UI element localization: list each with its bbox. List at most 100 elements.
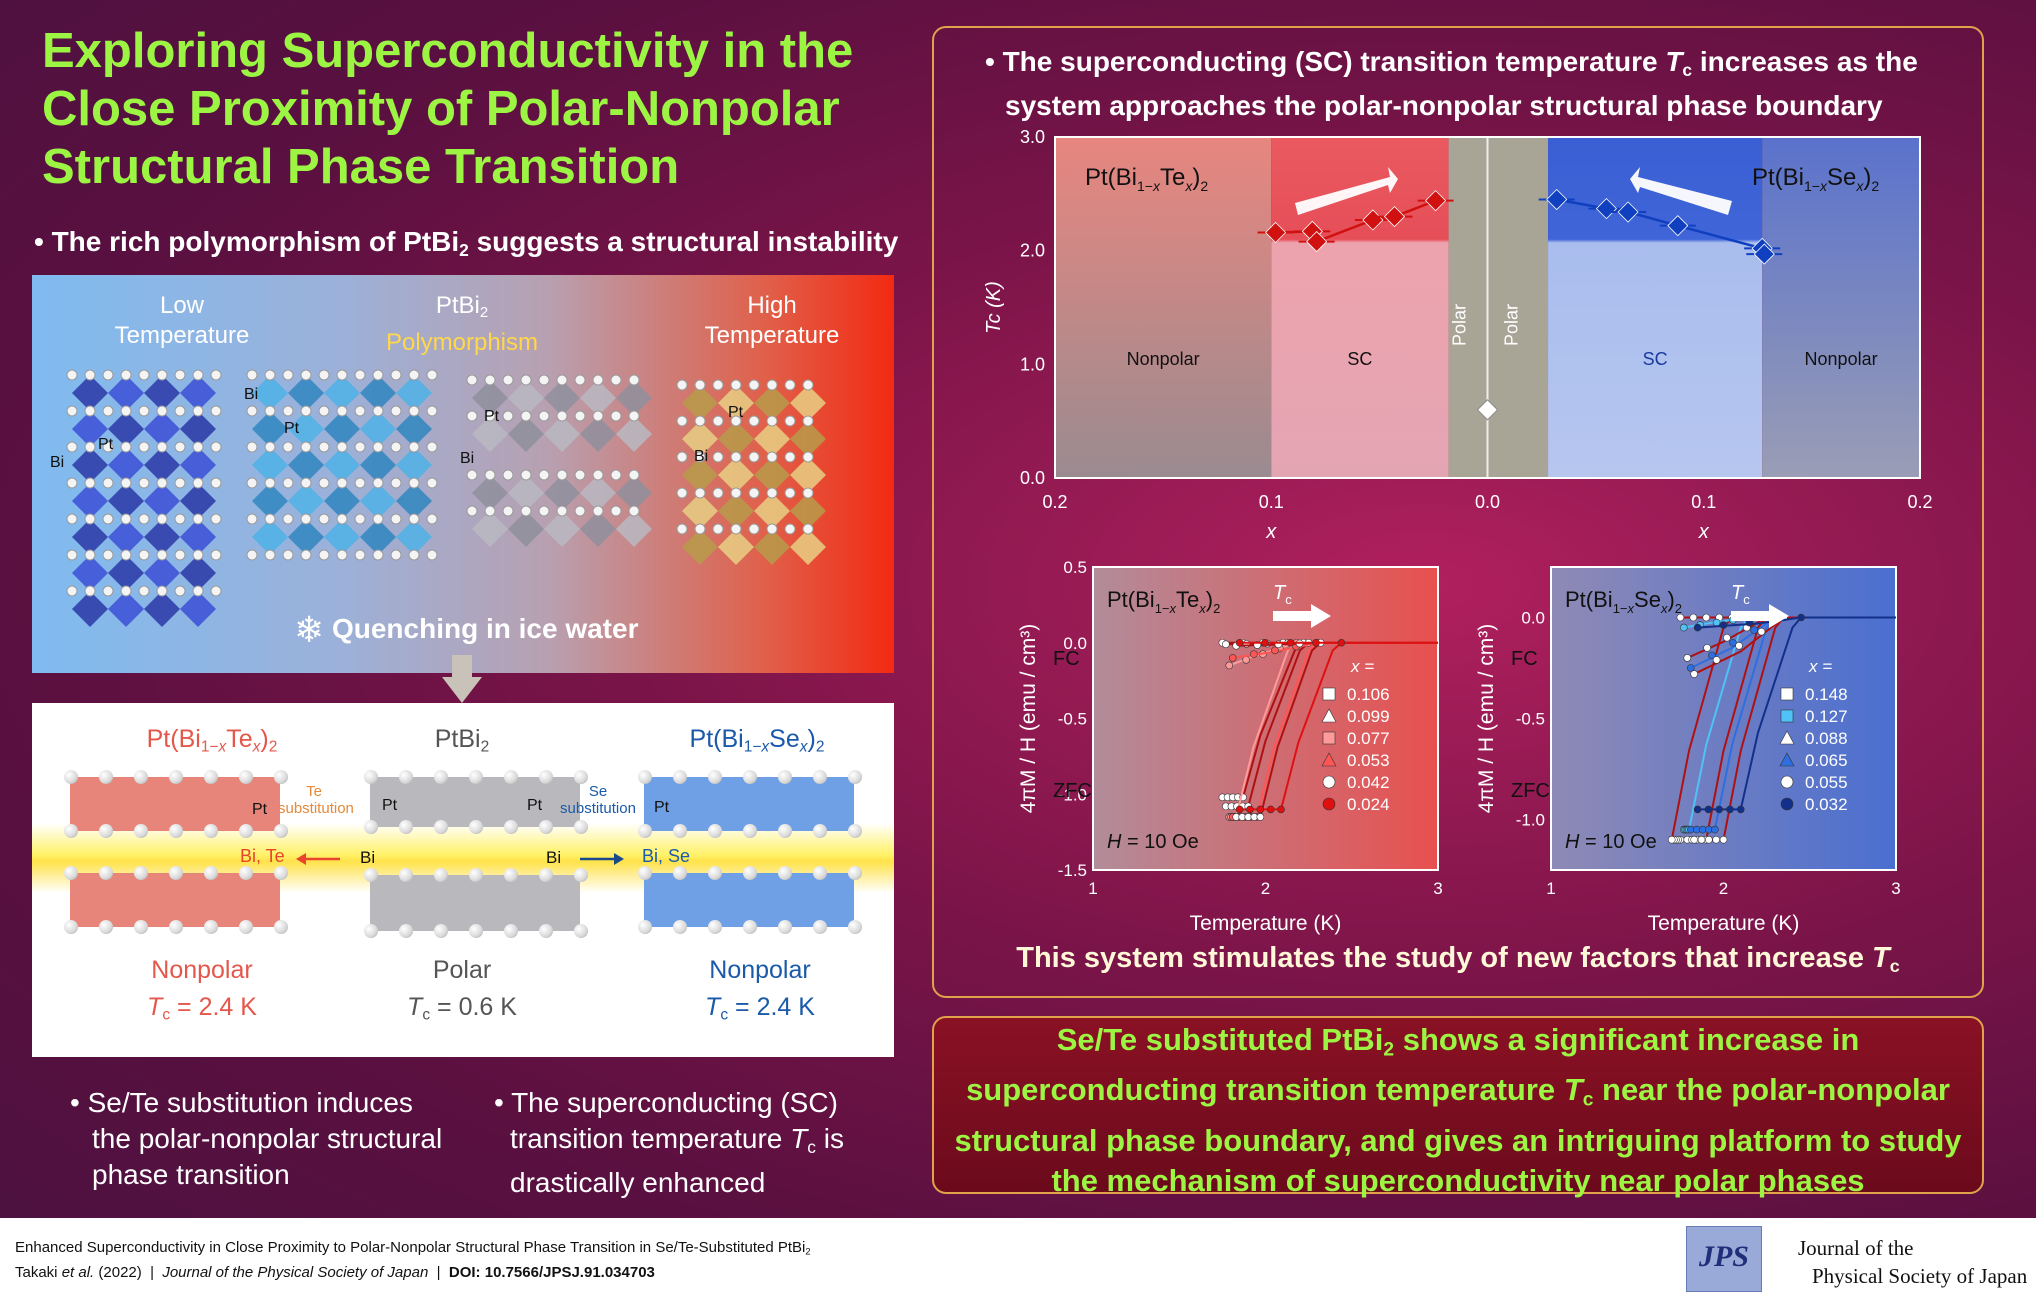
atom <box>778 824 792 838</box>
sc-region <box>1548 137 1763 478</box>
polyhedron <box>108 375 144 411</box>
legend-marker <box>1780 687 1794 701</box>
atom <box>743 770 757 784</box>
atom <box>300 513 312 525</box>
data-point <box>1222 640 1230 649</box>
data-point <box>1686 664 1695 672</box>
x-tick-label: 0.2 <box>1907 492 1932 512</box>
atom-label-pt: Pt <box>484 408 500 425</box>
atom <box>730 523 742 535</box>
atom <box>99 920 113 934</box>
data-point <box>1242 655 1250 664</box>
polyhedron <box>754 457 790 493</box>
polyhedron <box>72 411 108 447</box>
polyhedron <box>718 385 754 421</box>
atom <box>610 505 622 517</box>
data-point <box>1697 835 1706 844</box>
atom <box>138 585 150 597</box>
polymorphism-bullet: • The rich polymorphism of PtBi2 suggest… <box>34 226 899 260</box>
legend-marker <box>1322 731 1336 745</box>
trend-arrow <box>1295 167 1398 215</box>
polyhedron <box>144 411 180 447</box>
y-tick-label: 0.0 <box>1063 634 1087 653</box>
polyhedron <box>180 519 216 555</box>
polyhedron <box>108 591 144 627</box>
polymorphism-panel: Low Temperature PtBi2 Polymorphism High Te… <box>32 275 894 673</box>
atom <box>813 920 827 934</box>
atom <box>210 549 222 561</box>
data-point <box>1693 805 1702 814</box>
atom <box>192 477 204 489</box>
atom <box>408 513 420 525</box>
atom <box>134 920 148 934</box>
atom <box>748 523 760 535</box>
ptbi2-layer-top <box>370 777 580 827</box>
atom <box>484 374 496 386</box>
legend-label: 0.024 <box>1347 795 1390 814</box>
atom <box>676 451 688 463</box>
atom <box>372 477 384 489</box>
te-substitution-label: Te substitution <box>278 783 354 817</box>
data-point <box>1235 805 1244 814</box>
data-point <box>1690 670 1698 678</box>
atom-label-pt: Pt <box>252 801 268 818</box>
atom <box>426 513 438 525</box>
polyhedron <box>396 483 432 519</box>
atom <box>246 513 258 525</box>
polyhedron <box>252 375 288 411</box>
atom <box>364 868 378 882</box>
atom <box>102 477 114 489</box>
atom <box>246 549 258 561</box>
atom-label-pt: Pt <box>654 799 670 816</box>
y-axis-label: 4πM / H (emu / cm³) <box>1475 624 1498 814</box>
atom <box>264 513 276 525</box>
polyhedron <box>754 493 790 529</box>
atom <box>502 469 514 481</box>
atom <box>274 920 288 934</box>
atom <box>484 469 496 481</box>
data-point <box>1425 190 1447 212</box>
polyhedron <box>472 475 508 511</box>
left-arrow-icon <box>296 853 340 865</box>
atom <box>399 868 413 882</box>
atom <box>282 369 294 381</box>
atom <box>210 405 222 417</box>
polyhedron <box>180 483 216 519</box>
data-point <box>1705 835 1713 844</box>
atom <box>813 770 827 784</box>
atom-label-bi: Bi <box>244 386 258 403</box>
atom <box>556 410 568 422</box>
atom <box>469 924 483 938</box>
region-label: Nonpolar <box>1805 349 1878 369</box>
atom <box>466 374 478 386</box>
atom-label-pt: Pt <box>284 420 300 437</box>
fc-curve <box>1697 616 1802 629</box>
atom <box>372 549 384 561</box>
atom <box>239 920 253 934</box>
atom <box>156 405 168 417</box>
polyhedron <box>754 385 790 421</box>
atom <box>66 585 78 597</box>
polar-label: Polar <box>432 956 492 984</box>
x-tick-label: 1 <box>1546 879 1555 898</box>
atom <box>592 505 604 517</box>
atom <box>192 441 204 453</box>
atom <box>778 770 792 784</box>
polyhedron <box>252 411 288 447</box>
data-point <box>1712 618 1721 627</box>
title-line: Structural Phase Transition <box>42 140 680 194</box>
polyhedron <box>580 380 616 416</box>
atom <box>66 441 78 453</box>
field-label: H = 10 Oe <box>1565 831 1657 853</box>
legend-label: 0.088 <box>1805 729 1848 748</box>
atom <box>730 451 742 463</box>
atom <box>390 405 402 417</box>
atom <box>390 477 402 489</box>
polyhedron <box>754 529 790 565</box>
x-tick-label: 1 <box>1088 879 1097 898</box>
atom <box>390 513 402 525</box>
substitution-panel: Pt(Bi1−xTex)2 PtBi2 Pt(Bi1−xSex)2 Pt Pt … <box>32 703 894 1057</box>
atom <box>628 505 640 517</box>
legend-label: 0.127 <box>1805 707 1848 726</box>
atom <box>300 405 312 417</box>
